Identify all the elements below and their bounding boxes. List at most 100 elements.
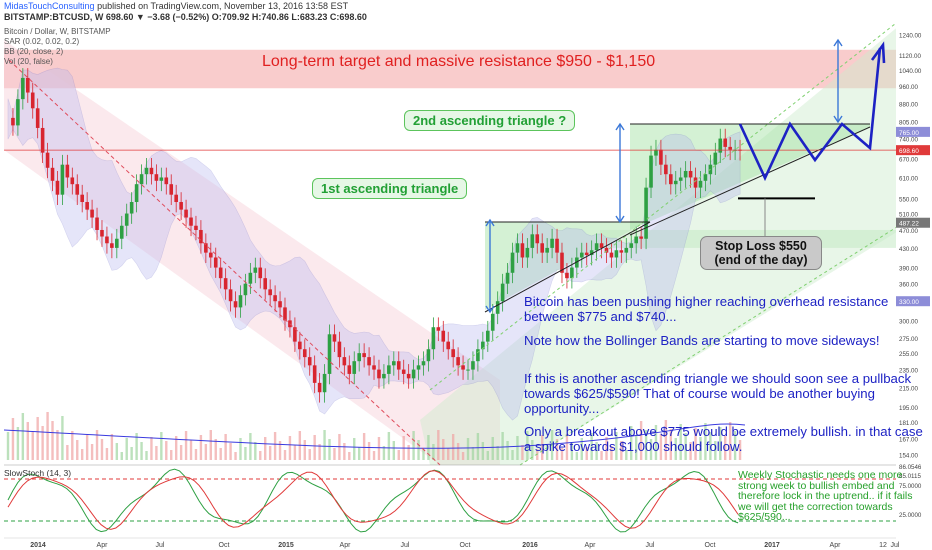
volume-bar <box>80 449 84 460</box>
candle-body <box>688 170 693 178</box>
volume-bar <box>26 422 29 460</box>
candle-body <box>673 180 678 185</box>
candle-body <box>669 174 673 185</box>
volume-bar <box>387 432 391 460</box>
volume-bar <box>674 438 677 460</box>
volume-bar <box>704 423 707 460</box>
volume-bar <box>724 436 727 460</box>
volume-bar <box>412 431 415 460</box>
price-tick-label: 960.00 <box>899 84 918 91</box>
volume-bar <box>590 433 593 460</box>
volume-bar <box>397 450 400 460</box>
candle-body <box>471 361 475 370</box>
volume-bar <box>244 447 247 460</box>
candle-body <box>683 170 688 178</box>
ticker-line: BITSTAMP:BTCUSD, W 698.60 ▼ −3.68 (−0.52… <box>4 12 367 22</box>
price-tick-label: 805.00 <box>899 120 918 127</box>
volume-bar <box>214 439 217 460</box>
volume-ma-line <box>3 423 746 449</box>
volume-bar <box>234 452 237 460</box>
volume-bar <box>620 441 623 460</box>
volume-bar <box>125 438 128 460</box>
candle-body <box>570 267 574 279</box>
volume-bar <box>407 445 410 460</box>
candle-body <box>352 361 357 374</box>
volume-bar <box>694 428 697 460</box>
brand-link[interactable]: MidasTouchConsulting <box>4 1 95 11</box>
candle-body <box>95 217 99 230</box>
volume-bar <box>343 443 346 460</box>
price-tick-label: 390.00 <box>899 266 918 273</box>
candle-body <box>248 272 253 284</box>
volume-bar <box>630 426 633 460</box>
candle-body <box>545 247 549 253</box>
candle-body <box>609 252 614 258</box>
volume-bar <box>516 436 519 460</box>
last-price-tag-bg <box>896 145 930 156</box>
candle-body <box>327 334 332 374</box>
triangle-2-bottom <box>629 126 871 236</box>
candle-body <box>337 341 342 358</box>
candle-body <box>35 108 40 128</box>
candle-body <box>629 243 634 248</box>
sar-price-tag-bg <box>896 217 930 228</box>
candle-body <box>446 341 451 350</box>
time-tick-label: Jul <box>646 542 655 549</box>
stoch-tick-label: 85.0115 <box>899 473 921 480</box>
price-tick-label: 550.00 <box>899 196 918 203</box>
volume-bar <box>264 437 267 460</box>
candle-body <box>179 202 183 210</box>
time-tick-label: 2015 <box>278 542 294 549</box>
candle-body <box>80 194 84 203</box>
stoch-d-line <box>7 470 739 530</box>
candle-body <box>189 217 193 226</box>
candle-body <box>55 180 60 195</box>
volume-bar <box>669 429 673 460</box>
volume-bar <box>422 449 425 460</box>
trend-lines <box>4 19 901 466</box>
time-tick-label: Oct <box>705 542 716 549</box>
price-tick-label: 740.00 <box>899 137 918 144</box>
candle-body <box>718 138 723 153</box>
volume-bar <box>362 433 366 460</box>
volume-bar <box>481 442 485 460</box>
volume-bar <box>639 421 643 460</box>
candle-body <box>525 247 530 258</box>
volume-bar <box>689 442 692 460</box>
candle-body <box>204 243 208 253</box>
second-triangle-callout: 2nd ascending triangle ? <box>404 110 576 131</box>
projection-path <box>738 41 886 182</box>
price-tick-label: 195.00 <box>899 405 918 412</box>
candle-body <box>584 252 589 256</box>
volume-bar <box>427 435 430 460</box>
candle-body <box>614 250 619 258</box>
volume-bar <box>501 432 504 460</box>
volume-bar <box>615 432 618 460</box>
candle-body <box>16 99 20 126</box>
candle-body <box>228 289 233 302</box>
volume-bar <box>249 433 252 460</box>
candle-body <box>307 357 312 366</box>
volume-bar <box>367 442 371 460</box>
volume-bar <box>155 446 158 460</box>
candle-body <box>698 180 703 188</box>
volume-bar <box>654 425 658 460</box>
volume-bar <box>511 450 514 460</box>
candle-body <box>302 349 307 358</box>
candle-body <box>500 283 505 302</box>
candle-body <box>426 349 431 362</box>
volume-bar <box>189 440 193 460</box>
volume-bar <box>56 430 59 460</box>
volume-bar <box>699 437 702 460</box>
volume-bar <box>447 448 450 460</box>
candle-body <box>392 361 396 366</box>
volume-bar <box>442 439 445 460</box>
candle-body <box>550 238 554 248</box>
volume-bar <box>719 427 722 460</box>
candle-body <box>382 373 386 379</box>
volume-bar <box>11 418 15 460</box>
candle-body <box>139 174 144 185</box>
candle-body <box>30 92 35 109</box>
volume-bar <box>194 449 198 460</box>
volume-bar <box>174 436 178 460</box>
